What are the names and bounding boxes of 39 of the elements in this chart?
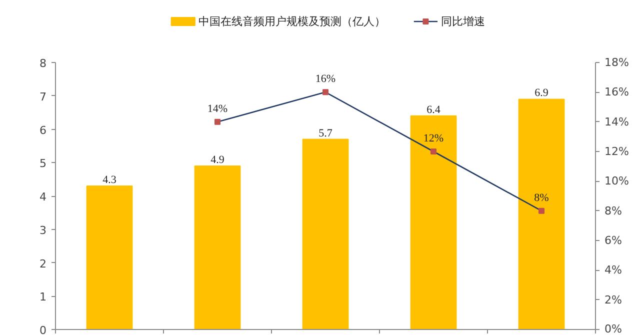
point [322, 89, 328, 96]
y-tick-label: 1 [40, 290, 46, 304]
y-tick-label: 6 [40, 124, 46, 137]
y-tick-label: 4 [40, 190, 46, 204]
y2-tick-label: 4% [604, 264, 622, 277]
y2-tick-label: 6% [604, 234, 622, 247]
point [430, 148, 436, 154]
y-tick-label: 7 [40, 90, 46, 104]
y-tick-label: 0 [40, 324, 46, 335]
y2-tick-label: 0% [604, 322, 622, 335]
y-tick-label: 8 [40, 57, 46, 70]
y-tick-label: 2 [40, 257, 46, 270]
bar [518, 98, 565, 330]
y2-tick-label: 8% [604, 204, 622, 218]
y-tick-label: 5 [40, 157, 46, 170]
data-label: 6.9 [534, 87, 549, 100]
bar [194, 165, 241, 330]
data-label: 4.3 [102, 174, 117, 186]
data-label: 14% [207, 102, 228, 115]
data-label: 12% [423, 132, 444, 144]
y2-tick-label: 18% [604, 56, 629, 69]
data-label: 16% [315, 73, 336, 86]
data-label: 5.7 [318, 127, 333, 140]
legend-label: 中国在线音频用户规模及预测（亿人） [198, 15, 386, 28]
bar [302, 138, 349, 330]
bar [86, 185, 133, 330]
point [214, 118, 220, 125]
point [538, 208, 544, 214]
data-label: 4.9 [210, 154, 225, 166]
y2-tick-label: 10% [604, 174, 629, 188]
y2-tick-label: 14% [604, 115, 629, 128]
data-label: 6.4 [426, 104, 441, 116]
y-tick-label: 3 [40, 224, 46, 237]
bar [410, 115, 457, 330]
data-label: 8% [534, 192, 549, 204]
y2-tick-label: 16% [604, 86, 629, 99]
y2-tick-label: 2% [604, 293, 622, 306]
y2-tick-label: 12% [604, 145, 629, 158]
legend-label: 同比增速 [440, 15, 485, 28]
